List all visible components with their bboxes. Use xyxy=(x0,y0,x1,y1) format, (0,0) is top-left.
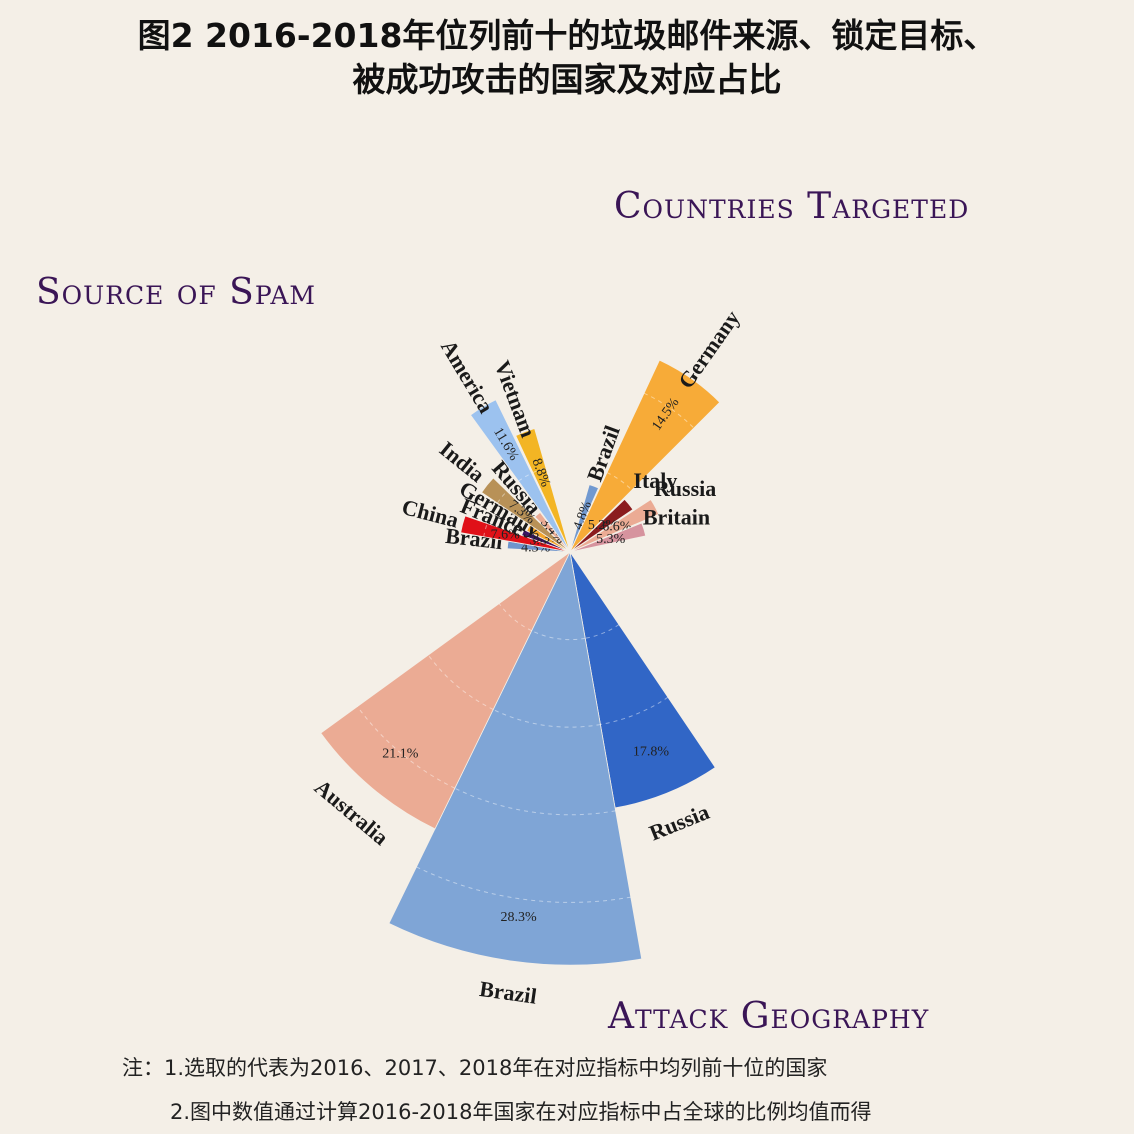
wedge-2-australia xyxy=(320,551,571,830)
guide-ring xyxy=(356,706,456,789)
value-label-0-china: 7.6% xyxy=(491,527,521,542)
guide-ring xyxy=(498,603,532,632)
wedge-1-germany xyxy=(569,359,721,553)
section-title-source: Source of Spam xyxy=(36,272,316,313)
section-title-attack: Attack Geography xyxy=(607,996,929,1037)
category-label-2-russia: Russia xyxy=(646,799,713,846)
category-label-0-india: India xyxy=(435,436,490,487)
wedge-1-brazil xyxy=(569,484,600,553)
value-label-2-russia: 17.8% xyxy=(633,744,670,759)
guide-ring xyxy=(483,523,488,537)
title-line-2: 被成功攻击的国家及对应占比 xyxy=(352,60,782,99)
category-label-0-china: China xyxy=(399,494,461,533)
guide-ring xyxy=(496,490,508,504)
guide-ring xyxy=(518,472,532,482)
wedge-2-russia xyxy=(569,551,716,809)
category-label-2-brazil: Brazil xyxy=(478,976,538,1009)
guide-ring xyxy=(532,467,547,474)
category-label-0-america: America xyxy=(436,335,499,417)
guide-ring xyxy=(531,630,586,641)
wedge-0-india xyxy=(481,477,571,553)
value-label-2-australia: 21.1% xyxy=(382,747,419,762)
wedge-0-vietnam xyxy=(515,428,571,553)
guide-ring xyxy=(427,654,494,710)
wedge-0-america xyxy=(469,399,571,553)
wedge-1-russia xyxy=(569,498,660,553)
chart-title: 图2 2016-2018年位列前十的垃圾邮件来源、锁定目标、 被成功攻击的国家及… xyxy=(0,14,1134,102)
value-label-1-britain: 5.3% xyxy=(596,532,626,547)
footnote-2: 2.图中数值通过计算2016-2018年国家在对应指标中占全球的比例均值而得 xyxy=(170,1100,872,1124)
footnote-1: 注：1.选取的代表为2016、2017、2018年在对应指标中均列前十位的国家 xyxy=(122,1056,828,1080)
guide-ring xyxy=(416,866,631,903)
wedge-1-britain xyxy=(569,522,647,553)
category-label-1-britain: Britain xyxy=(643,504,710,529)
section-title-targeted: Countries Targeted xyxy=(614,186,969,227)
wedge-1-italy xyxy=(569,498,634,553)
guide-ring xyxy=(643,392,695,429)
category-label-1-germany: Germany xyxy=(673,306,745,393)
guide-ring xyxy=(454,787,616,816)
guide-ring xyxy=(492,709,601,728)
value-label-2-brazil: 28.3% xyxy=(501,910,538,925)
guide-ring xyxy=(585,624,620,639)
category-label-1-russia: Russia xyxy=(654,476,716,501)
guide-ring xyxy=(606,472,633,491)
title-line-1: 图2 2016-2018年位列前十的垃圾邮件来源、锁定目标、 xyxy=(137,16,997,55)
wedge-2-brazil xyxy=(388,550,643,966)
category-label-1-italy: Italy xyxy=(633,468,677,493)
wedge-0-russia xyxy=(534,511,571,553)
